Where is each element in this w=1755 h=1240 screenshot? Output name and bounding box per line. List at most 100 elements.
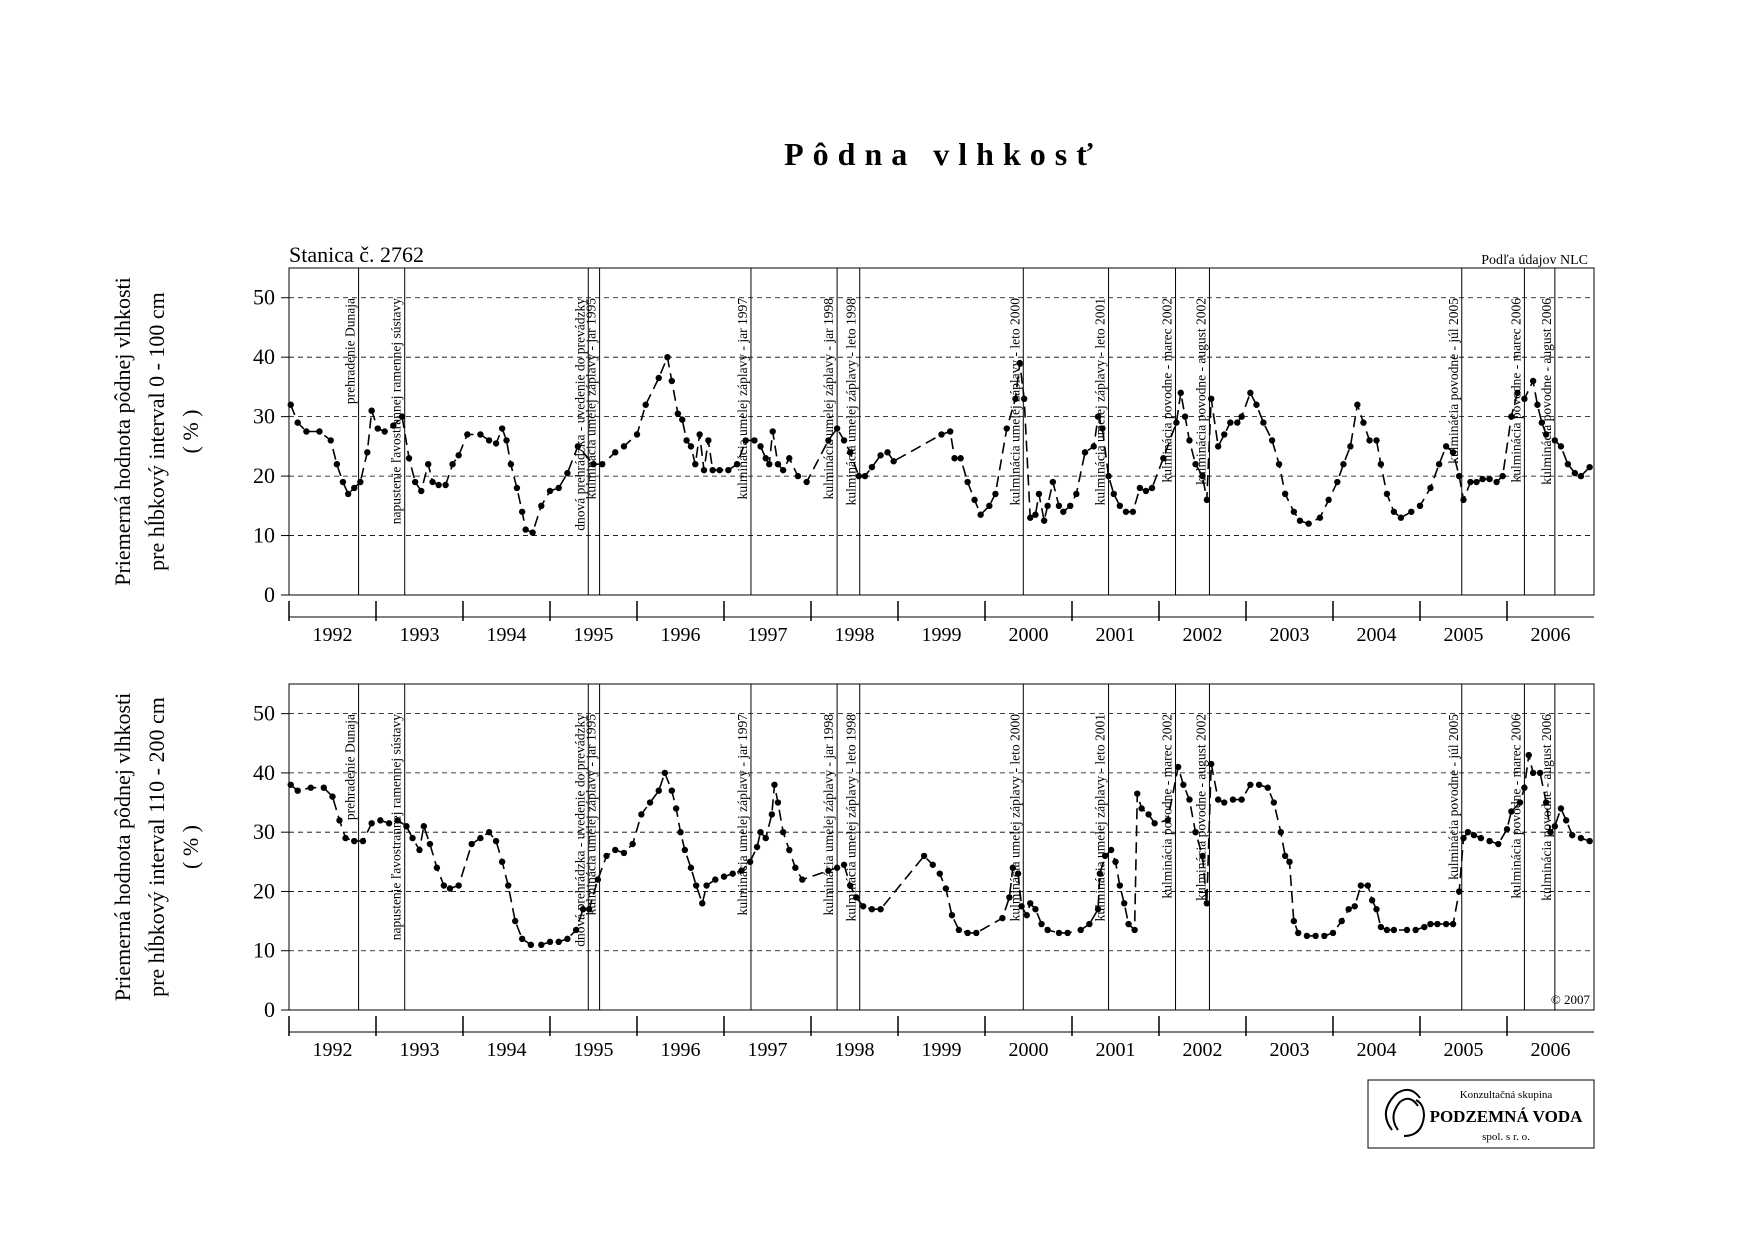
y-tick-label: 20 xyxy=(253,463,275,488)
data-point xyxy=(1014,870,1022,877)
data-point xyxy=(677,828,684,836)
data-point xyxy=(1586,463,1593,471)
data-point xyxy=(1129,508,1137,515)
data-point xyxy=(377,817,384,824)
data-point xyxy=(374,425,381,432)
x-tick-label: 2006 xyxy=(1531,1039,1571,1061)
data-point xyxy=(433,864,441,871)
data-point xyxy=(468,840,475,848)
y-tick-label: 30 xyxy=(253,404,275,429)
data-point xyxy=(518,508,526,515)
data-point xyxy=(1012,395,1019,402)
data-point xyxy=(1449,920,1457,928)
source-label: Podľa údajov NLC xyxy=(1481,253,1588,268)
x-tick-label: 2005 xyxy=(1444,1039,1484,1061)
data-point xyxy=(1473,478,1480,486)
data-point xyxy=(1199,852,1206,860)
data-point xyxy=(1296,517,1304,524)
data-point xyxy=(1160,455,1167,462)
data-point xyxy=(1122,508,1130,515)
data-point xyxy=(590,461,597,468)
y-axis-label: Priemerná hodnota pôdnej vlhkosti xyxy=(110,693,135,1002)
data-point xyxy=(307,784,314,791)
data-point xyxy=(1586,837,1593,845)
data-point xyxy=(1044,926,1051,934)
data-point xyxy=(672,805,680,812)
data-point xyxy=(1321,932,1328,940)
event-label: dnová prehrádzka - uvedenie do prevádzky xyxy=(572,714,587,947)
data-point xyxy=(1125,920,1132,928)
data-point xyxy=(1199,472,1206,480)
data-point xyxy=(1390,508,1398,515)
data-point xyxy=(746,858,754,866)
data-point xyxy=(1138,805,1145,812)
data-point xyxy=(1340,461,1347,468)
data-point xyxy=(1564,461,1572,468)
data-point xyxy=(1006,894,1013,901)
data-point xyxy=(426,840,434,848)
data-point xyxy=(779,466,787,474)
data-point xyxy=(411,478,419,486)
data-point xyxy=(1142,487,1150,495)
data-point xyxy=(971,496,978,504)
y-tick-label: 40 xyxy=(253,344,275,369)
x-tick-label: 1994 xyxy=(487,1039,527,1061)
data-point xyxy=(964,478,971,486)
data-point xyxy=(620,443,628,450)
x-tick-label: 1993 xyxy=(400,624,440,646)
data-point xyxy=(1060,508,1067,515)
data-point xyxy=(799,876,806,883)
data-point xyxy=(464,431,471,438)
data-point xyxy=(1351,903,1358,910)
data-point xyxy=(505,882,512,889)
data-point xyxy=(1234,419,1241,426)
data-point xyxy=(418,487,425,495)
data-point xyxy=(646,799,654,806)
x-tick-label: 1998 xyxy=(835,624,875,646)
data-point xyxy=(599,461,606,468)
data-point xyxy=(287,781,294,788)
y-tick-label: 0 xyxy=(264,997,275,1022)
data-point xyxy=(986,502,993,510)
data-point xyxy=(357,478,364,486)
data-point xyxy=(1186,437,1193,444)
y-tick-label: 30 xyxy=(253,819,275,844)
data-point xyxy=(738,867,745,874)
data-point xyxy=(492,440,500,447)
event-label: kulminácia povodne - august 2006 xyxy=(1539,298,1554,485)
data-point xyxy=(594,876,602,883)
data-point xyxy=(368,407,375,414)
data-point xyxy=(794,472,802,480)
data-point xyxy=(692,882,700,889)
data-point xyxy=(1151,820,1158,827)
data-point xyxy=(1562,817,1570,824)
y-tick-label: 50 xyxy=(253,701,275,726)
data-point xyxy=(1368,897,1376,904)
data-point xyxy=(696,431,703,438)
data-point xyxy=(507,461,515,468)
data-point xyxy=(655,374,662,382)
data-point xyxy=(1035,490,1043,498)
x-tick-label: 1996 xyxy=(661,1039,701,1061)
data-point xyxy=(757,443,764,450)
data-point xyxy=(1373,906,1380,913)
data-point xyxy=(786,846,793,854)
data-point xyxy=(681,846,689,854)
data-point xyxy=(446,885,454,892)
data-point xyxy=(546,487,554,495)
data-point xyxy=(1460,834,1467,842)
data-point xyxy=(1312,932,1319,940)
data-point xyxy=(1534,401,1541,408)
x-tick-label: 2005 xyxy=(1444,624,1484,646)
data-point xyxy=(1547,828,1554,836)
data-point xyxy=(1345,906,1352,913)
data-point xyxy=(762,834,769,842)
data-point xyxy=(1290,508,1298,515)
data-point xyxy=(381,428,388,435)
data-point xyxy=(1032,906,1039,913)
data-point xyxy=(655,787,662,794)
data-point xyxy=(320,784,327,791)
data-point xyxy=(774,799,782,806)
data-point xyxy=(435,481,442,489)
data-point xyxy=(683,437,690,444)
